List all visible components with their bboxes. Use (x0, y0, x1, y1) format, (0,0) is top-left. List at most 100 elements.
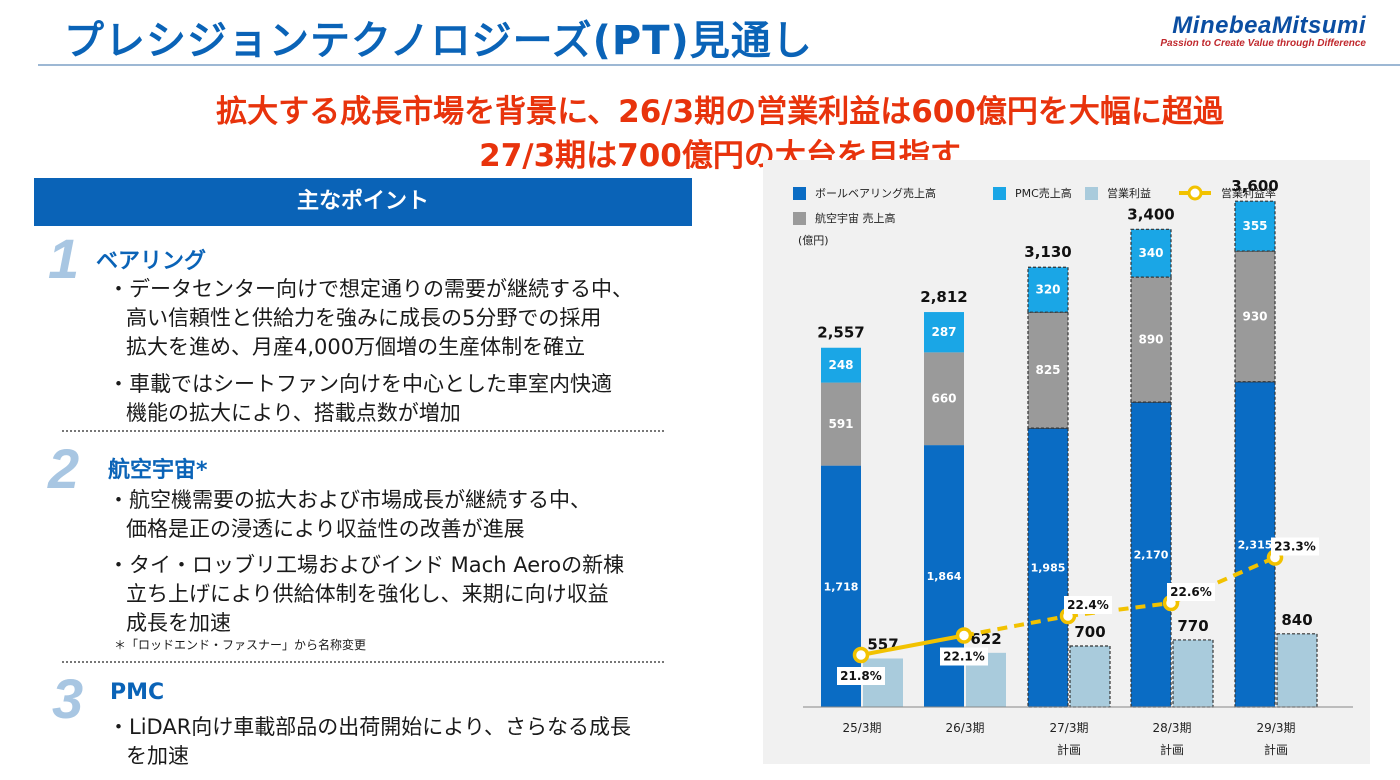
margin-label: 22.1% (943, 650, 985, 664)
legend-label: 営業利益 (1107, 186, 1151, 200)
section-1-bullet-2: ・車載ではシートファン向けを中心とした車室内快適 機能の拡大により、搭載点数が増… (108, 370, 612, 428)
bar-ball-bearing-label: 2,170 (1134, 549, 1169, 562)
bar-ball-bearing (1130, 401, 1172, 708)
legend-label: 航空宇宙 売上高 (815, 211, 896, 225)
key-points-heading: 主なポイント (34, 178, 692, 226)
x-tick-sub-label: 計画 (1057, 742, 1081, 757)
margin-point (955, 627, 973, 644)
legend-swatch (1085, 187, 1098, 200)
margin-label-bg (940, 647, 988, 666)
x-tick-label: 25/3期 (843, 721, 882, 735)
bar-aerospace-label: 825 (1035, 363, 1060, 377)
bar-ball-bearing-label: 1,864 (927, 570, 962, 583)
bar-operating-income (1276, 633, 1318, 708)
bar-pmc (821, 347, 861, 383)
bar-operating-income-label: 840 (1281, 611, 1312, 629)
bar-total-label: 2,812 (920, 288, 967, 306)
bar-pmc (924, 312, 964, 353)
legend-swatch (793, 212, 806, 225)
section-2-bullet-1: ・航空機需要の拡大および市場成長が継続する中、 価格是正の浸透により収益性の改善… (108, 486, 591, 544)
bullet-line: を加速 (126, 744, 189, 768)
bar-ball-bearing (821, 465, 861, 707)
bar-total-label: 3,600 (1231, 177, 1278, 195)
title-divider (38, 64, 1400, 66)
bullet-line: 価格是正の浸透により収益性の改善が進展 (126, 517, 525, 541)
section-divider (62, 430, 664, 432)
section-1-title: ベアリング (96, 249, 207, 274)
section-divider (62, 661, 664, 663)
section-2-title: 航空宇宙* (108, 458, 208, 483)
bar-operating-income-label: 700 (1074, 623, 1105, 641)
bar-pmc-label: 355 (1242, 219, 1267, 233)
bar-operating-income (1172, 639, 1214, 708)
margin-label-bg (1271, 537, 1319, 556)
bar-aerospace (821, 382, 861, 466)
section-1-number: 1 (48, 227, 80, 290)
bar-aerospace-label: 591 (828, 417, 853, 431)
bar-operating-income-label: 770 (1177, 617, 1208, 635)
x-tick-sub-label: 計画 (1264, 742, 1288, 757)
bullet-line: ・航空機需要の拡大および市場成長が継続する中、 (108, 488, 591, 512)
bar-pmc-label: 340 (1138, 246, 1163, 260)
margin-label: 22.4% (1067, 598, 1109, 612)
bar-total-label: 2,557 (817, 324, 864, 342)
bar-aerospace (1027, 311, 1069, 429)
legend-margin-marker (1187, 185, 1203, 201)
x-tick-sub-label: 計画 (1160, 742, 1184, 757)
bullet-line: ・タイ・ロッブリ工場およびインド Mach Aeroの新棟 (108, 553, 625, 577)
logo-tagline: Passion to Create Value through Differen… (1160, 38, 1366, 49)
bar-pmc (1130, 228, 1172, 278)
bar-pmc (1027, 266, 1069, 313)
unit-label: (億円) (798, 234, 829, 247)
aerospace-footnote: ＊「ロッドエンド・ファスナー」から名称変更 (114, 638, 367, 652)
legend-swatch (793, 187, 806, 200)
bar-aerospace-label: 660 (931, 392, 956, 406)
bar-aerospace-label: 890 (1138, 333, 1163, 347)
bar-ball-bearing-label: 1,985 (1031, 562, 1066, 575)
bullet-line: 立ち上げにより供給体制を強化し、来期に向け収益 (126, 582, 609, 606)
bullet-line: ・車載ではシートファン向けを中心とした車室内快適 (108, 372, 612, 396)
x-tick-label: 27/3期 (1050, 721, 1089, 735)
bullet-line: 成長を加速 (126, 611, 231, 635)
bar-pmc-label: 320 (1035, 283, 1060, 297)
section-3-bullet-1: ・LiDAR向け車載部品の出荷開始により、さらなる成長 を加速 (108, 713, 631, 771)
page-title: プレシジョンテクノロジーズ(PT)見通し (64, 18, 813, 64)
x-tick-label: 26/3期 (946, 721, 985, 735)
margin-label-bg (837, 667, 885, 685)
legend-label: 営業利益率 (1221, 186, 1276, 200)
bar-pmc-label: 287 (931, 325, 956, 339)
section-2-number: 2 (48, 437, 80, 500)
bar-ball-bearing-label: 1,718 (824, 580, 859, 593)
margin-label: 23.3% (1274, 540, 1316, 554)
margin-line-segment (860, 633, 965, 657)
section-2-bullet-2: ・タイ・ロッブリ工場およびインド Mach Aeroの新棟 立ち上げにより供給体… (108, 551, 624, 638)
bullet-line: ・LiDAR向け車載部品の出荷開始により、さらなる成長 (108, 715, 632, 739)
x-tick-label: 29/3期 (1257, 721, 1296, 735)
section-3-title: PMC (110, 680, 165, 705)
bar-aerospace (924, 352, 964, 446)
company-logo: MinebeaMitsumi Passion to Create Value t… (1160, 12, 1366, 49)
margin-label: 22.6% (1170, 585, 1212, 599)
bar-ball-bearing-label: 2,315 (1238, 538, 1273, 551)
bullet-line: 機能の拡大により、搭載点数が増加 (126, 401, 461, 425)
margin-line-segment (963, 614, 1069, 638)
margin-label-bg (1064, 596, 1112, 614)
margin-label-bg (1167, 583, 1215, 601)
logo-name: MinebeaMitsumi (1172, 12, 1366, 39)
section-3-number: 3 (52, 667, 84, 730)
bullet-line: 拡大を進め、月産4,000万個増の生産体制を確立 (126, 335, 586, 359)
x-tick-label: 28/3期 (1153, 721, 1192, 735)
legend-label: PMC売上高 (1015, 186, 1072, 200)
bar-pmc (1234, 200, 1276, 252)
legend-swatch (993, 187, 1006, 200)
bar-aerospace-label: 930 (1242, 309, 1267, 323)
bar-operating-income (1069, 645, 1111, 708)
legend-label: ボールベアリング売上高 (815, 186, 936, 200)
bar-total-label: 3,400 (1127, 205, 1174, 223)
margin-label: 21.8% (840, 669, 882, 683)
pt-outlook-chart: ボールベアリング売上高 PMC売上高 営業利益 営業利益率航空宇宙 売上高 (億円) 1,… (763, 160, 1370, 764)
margin-point (852, 646, 870, 664)
bar-total-label: 3,130 (1024, 243, 1071, 261)
bullet-line: 高い信頼性と供給力を強みに成長の5分野での採用 (126, 306, 602, 330)
section-1-bullet-1: ・データセンター向けで想定通りの需要が継続する中、 高い信頼性と供給力を強みに成… (108, 275, 633, 362)
